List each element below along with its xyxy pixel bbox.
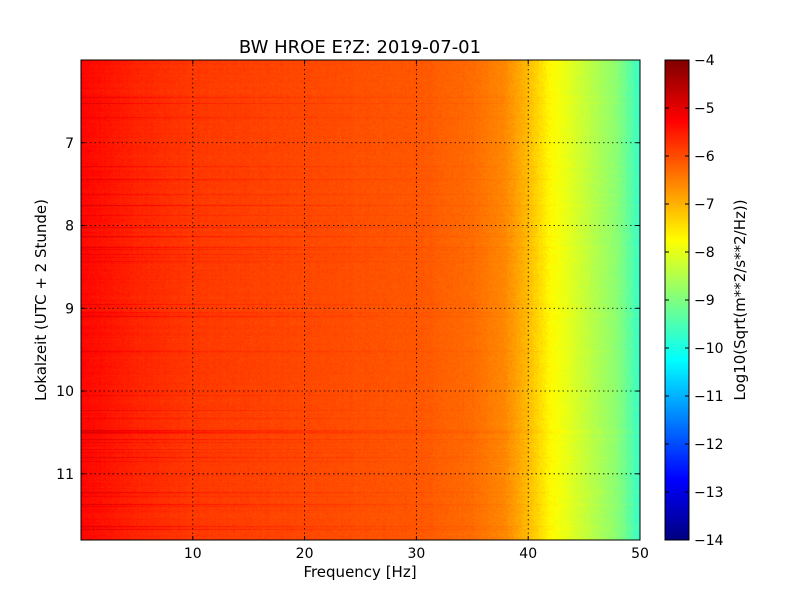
grid-lines — [81, 60, 640, 540]
colorbar-tick-label: −4 — [694, 53, 715, 69]
colorbar-ticks: −4 −5 −6 −7 −8 −9 −10 −11 −12 −13 −14 — [665, 53, 724, 549]
colorbar-tick-label: −12 — [694, 437, 724, 453]
x-axis-label: Frequency [Hz] — [303, 563, 416, 581]
colorbar-tick-label: −7 — [694, 197, 715, 213]
x-axis-ticks: 10 20 30 40 50 — [184, 60, 649, 562]
colorbar-tick-label: −9 — [694, 293, 715, 309]
colorbar-tick-label: −13 — [694, 485, 724, 501]
colorbar-tick-label: −10 — [694, 341, 724, 357]
chart-title: BW HROE E?Z: 2019-07-01 — [239, 37, 481, 58]
colorbar-tick-label: −8 — [694, 245, 715, 261]
y-tick-label: 10 — [56, 384, 74, 400]
spectrogram-heatmap — [81, 60, 640, 540]
y-axis-label: Lokalzeit (UTC + 2 Stunde) — [32, 199, 50, 401]
colorbar-tick-label: −6 — [694, 149, 715, 165]
x-tick-label: 10 — [184, 546, 202, 562]
colorbar-tick-label: −5 — [694, 101, 715, 117]
x-tick-label: 30 — [407, 546, 425, 562]
plot-frame — [80, 59, 641, 541]
y-axis-ticks: 7 8 9 10 11 — [56, 136, 640, 483]
x-tick-label: 50 — [631, 546, 649, 562]
colorbar-label: Log10(Sqrt(m**2/s**2/Hz)) — [731, 199, 749, 400]
y-tick-label: 7 — [65, 136, 74, 152]
x-tick-label: 20 — [296, 546, 314, 562]
y-tick-label: 8 — [65, 219, 74, 235]
x-tick-label: 40 — [519, 546, 537, 562]
y-tick-label: 9 — [65, 301, 74, 317]
y-tick-label: 11 — [56, 467, 74, 483]
colorbar-tick-label: −14 — [694, 533, 724, 549]
colorbar-tick-label: −11 — [694, 389, 724, 405]
